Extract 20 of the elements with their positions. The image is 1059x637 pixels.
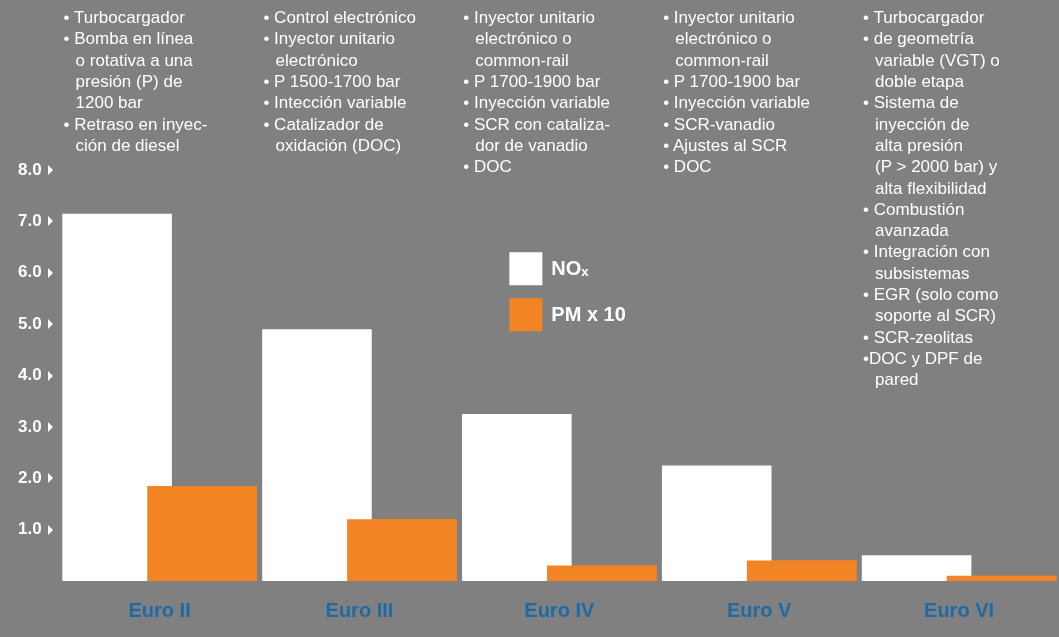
text: • Turbocargador • de geometría variable (VGT) o doble etapa • Sistema de inyección de alta presión (P > 2000 bar) y alta flexibilidad • Combustión avanzada • Integración con subsistemas • EGR (solo como soporte al SCR) • SCR-zeolitas •DOC y DPF de pared [863,8,1000,390]
y-tick-label: 3.0 [17,416,42,436]
legend-label: NOₓ [551,256,590,279]
x-tick-label: Euro II [128,598,191,621]
annotation: • Inyector unitario electrónico o common-rail • P 1700-1900 bar • Inyección variable • SCR-vanadio • Ajustes al SCR • DOC [663,8,810,177]
text: • Control electrónico • Inyector unitario electrónico • P 1500-1700 bar • Intección variable • Catalizador de oxidación (DOC) [263,8,416,155]
y-tick-label: 8.0 [17,159,42,179]
x-tick-label: Euro IV [524,598,595,621]
x-tick-label: Euro III [325,598,394,621]
legend-label: PM x 10 [551,302,626,325]
y-tick-label: 4.0 [17,365,42,385]
y-tick-label: 1.0 [17,519,42,539]
x-tick-label: Euro VI [924,598,995,621]
y-tick-label: 6.0 [17,262,42,282]
y-tick-label: 5.0 [17,313,42,333]
annotation: • Inyector unitario electrónico o common-rail • P 1700-1900 bar • Inyección variable • SCR con cataliza- dor de vanadio • DOC [463,8,611,177]
y-tick-label: 7.0 [17,211,42,231]
y-tick-label: 2.0 [17,467,42,487]
x-tick-label: Euro V [726,598,793,621]
text: • Turbocargador • Bomba en línea o rotativa a una presión (P) de 1200 bar • Retraso en inyec- ción de diesel [63,8,208,155]
